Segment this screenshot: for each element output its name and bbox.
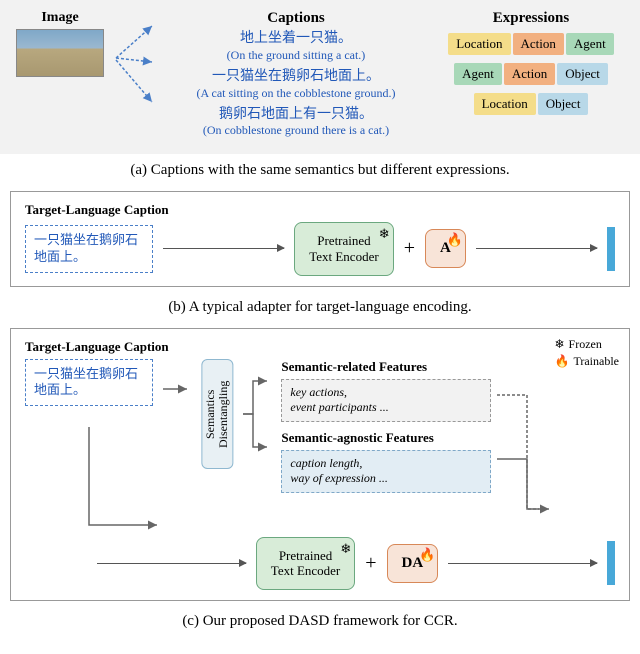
panel-a: Image Captions 地上坐着一只猫。(On the ground si… bbox=[0, 0, 640, 154]
expression-row: LocationObject bbox=[436, 93, 626, 115]
legend-frozen: ❄ Frozen bbox=[554, 337, 619, 352]
tl-caption-box-b: 一只猫坐在鹅卵石地面上。 bbox=[25, 225, 153, 273]
caption-en: (A cat sitting on the cobblestone ground… bbox=[164, 86, 428, 101]
expression-row: LocationActionAgent bbox=[436, 33, 626, 55]
expressions-column: Expressions LocationActionAgentAgentActi… bbox=[436, 10, 626, 123]
expression-tag: Location bbox=[474, 93, 536, 115]
features-column: Semantic-related Features key actions, e… bbox=[281, 359, 491, 493]
expression-tag: Object bbox=[538, 93, 589, 115]
panel-b: Target-Language Caption 一只猫坐在鹅卵石地面上。 ❄ P… bbox=[10, 191, 630, 286]
legend-trainable-label: Trainable bbox=[573, 354, 619, 369]
panel-b-caption: (b) A typical adapter for target-languag… bbox=[0, 291, 640, 324]
image-label: Image bbox=[41, 10, 78, 26]
panel-b-flow: 一只猫坐在鹅卵石地面上。 ❄ Pretrained Text Encoder +… bbox=[25, 222, 615, 275]
encoder-label-c: Pretrained Text Encoder bbox=[271, 548, 340, 579]
legend-trainable: 🔥 Trainable bbox=[554, 354, 619, 369]
sa-label: Semantic-agnostic Features bbox=[281, 430, 491, 446]
disentangle-box: Semantics Disentangling bbox=[201, 359, 233, 469]
expressions-header: Expressions bbox=[436, 10, 626, 27]
legend: ❄ Frozen 🔥 Trainable bbox=[554, 337, 619, 371]
merge-arrows-icon bbox=[497, 359, 567, 529]
encoder-box-c: ❄ Pretrained Text Encoder bbox=[256, 537, 355, 590]
expression-tag: Agent bbox=[454, 63, 502, 85]
caption-zh: 一只猫坐在鹅卵石地面上。 bbox=[164, 69, 428, 86]
branch-arrows-icon bbox=[243, 359, 271, 479]
tl-caption-label-c: Target-Language Caption bbox=[25, 339, 615, 355]
expression-tag: Agent bbox=[566, 33, 614, 55]
arrow-icon bbox=[448, 563, 597, 564]
sa-feature-box: caption length, way of expression ... bbox=[281, 450, 491, 493]
legend-frozen-label: Frozen bbox=[569, 337, 602, 352]
panel-a-caption: (a) Captions with the same semantics but… bbox=[0, 154, 640, 187]
fire-icon: 🔥 bbox=[419, 547, 435, 563]
disentangle-label: Semantics Disentangling bbox=[203, 380, 230, 447]
arrow-icon bbox=[476, 248, 597, 249]
sr-feature-box: key actions, event participants ... bbox=[281, 379, 491, 422]
caption-en: (On cobblestone ground there is a cat.) bbox=[164, 123, 428, 138]
snowflake-icon: ❄ bbox=[340, 541, 351, 557]
captions-column: Captions 地上坐着一只猫。(On the ground sitting … bbox=[164, 10, 428, 144]
plus-icon: + bbox=[404, 237, 415, 260]
expression-tag: Location bbox=[448, 33, 510, 55]
fanout-arrows-icon bbox=[114, 10, 156, 122]
encoder-box-b: ❄ Pretrained Text Encoder bbox=[294, 222, 393, 275]
expression-tag: Action bbox=[504, 63, 555, 85]
plus-icon: + bbox=[365, 552, 376, 575]
caption-en: (On the ground sitting a cat.) bbox=[164, 48, 428, 63]
adapter-box-c: 🔥 DA bbox=[387, 544, 439, 583]
captions-header: Captions bbox=[164, 10, 428, 27]
panel-c-caption: (c) Our proposed DASD framework for CCR. bbox=[0, 605, 640, 638]
arrows-col bbox=[114, 10, 156, 110]
arrow-icon bbox=[97, 563, 246, 564]
output-bar-c bbox=[607, 541, 615, 585]
expression-tag: Object bbox=[557, 63, 608, 85]
panel-c: ❄ Frozen 🔥 Trainable Target-Language Capti… bbox=[10, 328, 630, 601]
down-arrow-icon bbox=[27, 549, 87, 573]
image-column: Image bbox=[14, 10, 106, 77]
output-bar-b bbox=[607, 227, 615, 271]
caption-zh: 地上坐着一只猫。 bbox=[164, 31, 428, 48]
fire-icon: 🔥 bbox=[447, 232, 463, 248]
cat-photo bbox=[16, 29, 104, 77]
panel-c-bottom-flow: ❄ Pretrained Text Encoder + 🔥 DA bbox=[25, 537, 615, 590]
split-arrows-icon bbox=[163, 365, 191, 485]
expression-row: AgentActionObject bbox=[436, 63, 626, 85]
encoder-label-b: Pretrained Text Encoder bbox=[309, 233, 378, 264]
adapter-box-b: 🔥 A bbox=[425, 229, 466, 268]
tl-caption-label-b: Target-Language Caption bbox=[25, 202, 615, 218]
sr-label: Semantic-related Features bbox=[281, 359, 491, 375]
expression-tag: Action bbox=[513, 33, 564, 55]
panel-c-top: 一只猫坐在鹅卵石地面上。 Semantics Disentangling Sem… bbox=[25, 359, 615, 529]
snowflake-icon: ❄ bbox=[554, 337, 564, 352]
arrow-icon bbox=[163, 248, 284, 249]
fire-icon: 🔥 bbox=[554, 354, 569, 369]
caption-zh: 鹅卵石地面上有一只猫。 bbox=[164, 107, 428, 124]
snowflake-icon: ❄ bbox=[379, 226, 390, 242]
tl-caption-box-c: 一只猫坐在鹅卵石地面上。 bbox=[25, 359, 153, 407]
panel-a-row: Image Captions 地上坐着一只猫。(On the ground si… bbox=[14, 10, 626, 144]
